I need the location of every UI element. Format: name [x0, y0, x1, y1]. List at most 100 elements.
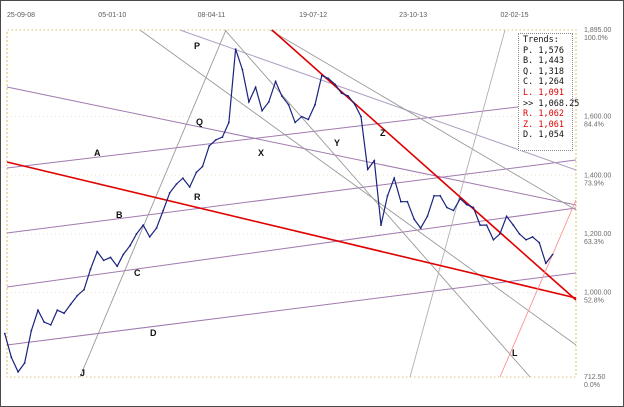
price-point — [3, 332, 6, 335]
trendline — [139, 29, 577, 346]
trendline-label: C — [134, 268, 141, 278]
legend-item-label: P. — [523, 45, 534, 56]
price-point — [175, 183, 178, 186]
x-tick-label: 23-10-13 — [399, 12, 427, 19]
trends-legend: Trends: P. 1,576 B. 1,443 Q. 1,318 C. 1,264… — [518, 33, 579, 151]
legend-item: B. 1,443 — [523, 56, 572, 67]
price-point — [538, 241, 541, 244]
price-point — [168, 192, 171, 194]
y-tick-percent: 63.3% — [584, 239, 604, 246]
price-point — [307, 118, 310, 121]
legend-item-label: D. — [523, 130, 534, 141]
price-point — [89, 268, 92, 271]
y-tick-percent: 73.9% — [584, 180, 604, 187]
x-tick-label: 08-04-11 — [198, 12, 226, 19]
price-point — [214, 139, 217, 141]
price-point — [340, 92, 343, 94]
price-point — [69, 303, 72, 306]
legend-item-value: 1,061 — [538, 119, 564, 130]
legend-item: C. 1,264 — [523, 77, 572, 88]
price-point — [327, 77, 330, 80]
price-point — [426, 215, 429, 218]
price-point — [386, 194, 389, 197]
y-tick-percent: 0.0% — [584, 382, 600, 389]
price-line — [4, 48, 554, 374]
price-point — [43, 321, 45, 323]
price-point — [406, 200, 409, 203]
price-point — [17, 371, 19, 373]
legend-item: >> 1,068.25 — [523, 98, 579, 110]
trendline — [6, 207, 577, 288]
legend-item: R. 1,062 — [523, 109, 572, 120]
price-point — [492, 238, 495, 241]
price-point — [208, 145, 211, 147]
price-point — [10, 356, 13, 359]
price-point — [393, 177, 396, 180]
price-point — [525, 238, 527, 241]
price-point — [499, 233, 501, 235]
price-point — [544, 262, 547, 265]
trendline-label: Y — [334, 138, 340, 148]
price-point — [221, 136, 224, 139]
legend-item-value: 1,091 — [538, 87, 564, 98]
price-point — [433, 194, 435, 197]
price-point — [129, 244, 131, 247]
price-point — [373, 159, 376, 162]
legend-item-value: 1,576 — [538, 45, 564, 56]
price-point — [23, 362, 26, 364]
price-point — [347, 95, 350, 97]
price-point — [452, 209, 455, 212]
price-point — [261, 109, 263, 112]
plot-area — [6, 29, 577, 378]
price-point — [155, 227, 158, 230]
price-point — [354, 103, 356, 106]
y-tick-price: 1,200.00 — [584, 231, 611, 238]
x-tick-label: 05-01-10 — [98, 12, 126, 19]
price-point — [400, 200, 402, 203]
y-tick-percent: 100.0% — [584, 35, 608, 42]
price-point — [96, 250, 99, 253]
price-point — [294, 121, 296, 124]
trendline-label: A — [94, 148, 101, 158]
price-point — [459, 197, 462, 200]
price-point — [37, 309, 39, 312]
price-point — [413, 218, 416, 221]
trendline — [499, 199, 577, 378]
legend-item: P. 1,576 — [523, 46, 572, 57]
grid — [7, 29, 576, 378]
legend-item-value: 1,068.25 — [538, 98, 580, 109]
price-point — [135, 233, 138, 235]
trendline-label: R — [194, 192, 201, 202]
price-point — [479, 224, 481, 227]
legend-item-label: Z. — [523, 119, 534, 130]
price-point — [109, 256, 112, 259]
price-point — [234, 48, 237, 50]
y-tick-price: 1,600.00 — [584, 114, 611, 121]
legend-item-value: 1,318 — [538, 66, 564, 77]
x-axis: 25-09-08 05-01-10 08-04-11 19-07-12 23-10-13… — [7, 12, 529, 19]
trendline — [6, 86, 577, 206]
price-point — [142, 224, 145, 227]
legend-title: Trends: — [523, 35, 559, 45]
trendline — [6, 99, 577, 169]
price-point — [320, 74, 323, 77]
price-point — [201, 165, 204, 168]
price-point — [76, 294, 79, 297]
price-point — [446, 206, 448, 209]
trendline-label: P — [194, 41, 200, 51]
price-point — [162, 209, 165, 212]
legend-item-label: >> — [523, 98, 534, 109]
price-point — [485, 224, 488, 227]
x-tick-label: 25-09-08 — [7, 12, 35, 19]
trendline — [6, 272, 577, 346]
trendline — [79, 29, 227, 378]
trendlines — [6, 29, 577, 378]
x-tick-label: 19-07-12 — [299, 12, 327, 19]
price-point — [334, 83, 336, 86]
legend-item: Q. 1,318 — [523, 67, 572, 78]
price-point — [360, 115, 362, 118]
y-tick-price: 1,400.00 — [584, 172, 611, 179]
legend-item-value: 1,062 — [538, 109, 564, 120]
